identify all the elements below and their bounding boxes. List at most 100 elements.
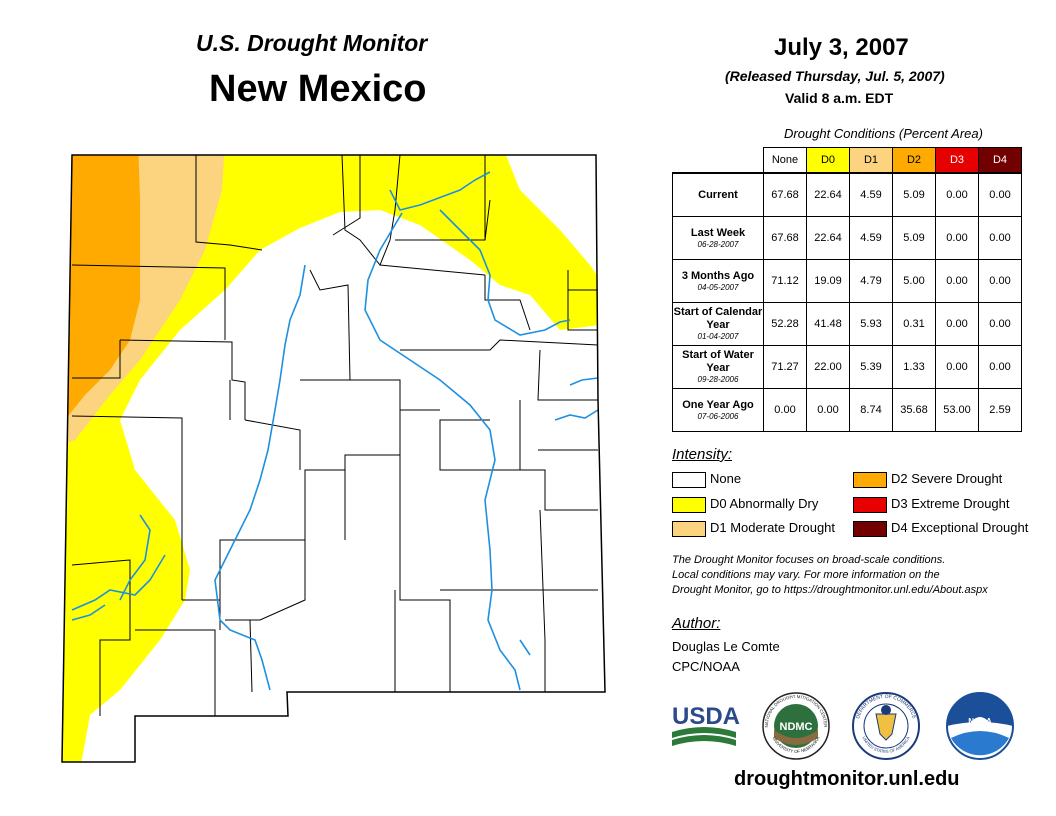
legend-label: D1 Moderate Drought [710,520,836,535]
table-cell: 52.28 [763,302,807,346]
table-row: Current 67.68 22.64 4.59 5.09 0.00 0.00 [672,172,1022,217]
table-cell: 19.09 [806,259,850,303]
legend-swatch [853,472,887,488]
usda-logo-text: USDA [672,703,740,730]
legend-label: D3 Extreme Drought [891,496,1010,511]
table-cell: 5.00 [892,259,936,303]
author-org: CPC/NOAA [672,659,740,674]
table-cell: 0.31 [892,302,936,346]
release-date: (Released Thursday, Jul. 5, 2007) [725,68,945,84]
table-cell: 53.00 [935,388,979,432]
row-date: 09-28-2006 [697,375,739,384]
table-cell: 0.00 [935,172,979,217]
table-cell: 0.00 [806,388,850,432]
d0-area [62,155,600,762]
row-date: 07-06-2006 [697,411,739,421]
state-title: New Mexico [209,68,427,110]
map-date: July 3, 2007 [774,34,909,61]
noaa-logo-text: NOAA [968,717,992,726]
table-cell: 0.00 [935,345,979,389]
table-cell: 71.12 [763,259,807,303]
column-header: D4 [978,147,1022,174]
table-cell: 0.00 [935,302,979,346]
table-cell: 0.00 [978,345,1022,389]
row-date: 04-05-2007 [697,282,739,292]
rivers [71,171,599,691]
table-row: Start of Calendar Year 01-04-2007 52.28 4… [672,302,1022,346]
legend-title: Intensity: [672,446,733,463]
county-lines [71,155,599,716]
legend-label: D4 Exceptional Drought [891,520,1029,535]
table-cell: 0.00 [935,259,979,303]
legend-label: D2 Severe Drought [891,471,1003,486]
column-header: None [763,147,807,174]
note-line: Drought Monitor, go to https://droughtmo… [672,584,988,596]
row-label: Current [672,172,764,217]
table-row: 3 Months Ago 04-05-2007 71.12 19.09 4.79 … [672,259,1022,303]
legend-swatch [853,521,887,537]
table-cell: 0.00 [978,259,1022,303]
table-cell: 8.74 [849,388,893,432]
row-date: 06-28-2007 [697,239,739,249]
table-cell: 4.59 [849,172,893,217]
table-cell: 22.64 [806,216,850,260]
valid-time: Valid 8 a.m. EDT [785,90,894,106]
commerce-seal-icon: DEPARTMENT OF COMMERCE UNITED STATES OF … [852,692,920,760]
table-corner [673,148,764,174]
table-cell: 0.00 [935,216,979,260]
table-row: Last Week 06-28-2007 67.68 22.64 4.59 5.0… [672,216,1022,260]
table-cell: 5.39 [849,345,893,389]
row-date: 01-04-2007 [697,332,739,341]
table-cell: 4.59 [849,216,893,260]
column-header: D1 [849,147,893,174]
author-heading: Author: [672,615,721,632]
table-row: One Year Ago 07-06-2006 0.00 0.00 8.74 35… [672,388,1022,432]
state-outline [61,154,606,763]
legend-label: D0 Abnormally Dry [710,496,819,511]
table-cell: 5.09 [892,216,936,260]
conditions-table: None D0 D1 D2 D3 D4 Current 67.68 22.64 … [672,147,1022,432]
table-cell: 2.59 [978,388,1022,432]
column-header: D0 [806,147,850,174]
author-name: Douglas Le Comte [672,639,780,654]
table-cell: 1.33 [892,345,936,389]
table-cell: 22.64 [806,172,850,217]
drought-map [61,154,606,763]
table-cell: 5.09 [892,172,936,217]
table-cell: 35.68 [892,388,936,432]
ndmc-logo-icon: NDMC NATIONAL DROUGHT MITIGATION CENTER … [762,692,830,760]
legend-swatch [672,497,706,513]
row-label: Start of Water Year 09-28-2006 [672,345,764,389]
website-link[interactable]: droughtmonitor.unl.edu [734,768,960,790]
legend-swatch [853,497,887,513]
brand-title: U.S. Drought Monitor [196,30,428,56]
ndmc-logo-text: NDMC [780,721,813,733]
table-cell: 67.68 [763,216,807,260]
row-label: One Year Ago 07-06-2006 [672,388,764,432]
table-cell: 0.00 [978,302,1022,346]
row-label: 3 Months Ago 04-05-2007 [672,259,764,303]
info-note: The Drought Monitor focuses on broad-sca… [672,553,1042,598]
table-cell: 0.00 [978,172,1022,217]
d2-area [62,155,140,425]
author-info: Douglas Le Comte CPC/NOAA [672,637,780,677]
conditions-title: Drought Conditions (Percent Area) [784,126,983,141]
table-cell: 0.00 [978,216,1022,260]
table-cell: 5.93 [849,302,893,346]
row-label: Last Week 06-28-2007 [672,216,764,260]
note-line: The Drought Monitor focuses on broad-sca… [672,554,946,566]
note-line: Local conditions may vary. For more info… [672,569,940,581]
column-header: D3 [935,147,979,174]
agency-logos: USDA NDMC NATIONAL DROUGHT MITIGATION CE… [672,692,1014,760]
usda-logo-icon: USDA [672,703,740,746]
table-cell: 71.27 [763,345,807,389]
table-cell: 22.00 [806,345,850,389]
row-label: Start of Calendar Year 01-04-2007 [672,302,764,346]
table-row: Start of Water Year 09-28-2006 71.27 22.0… [672,345,1022,389]
table-cell: 0.00 [763,388,807,432]
noaa-logo-icon: NOAA [946,692,1014,760]
legend-swatch [672,521,706,537]
table-cell: 4.79 [849,259,893,303]
legend-label: None [710,471,742,486]
column-header: D2 [892,147,936,174]
